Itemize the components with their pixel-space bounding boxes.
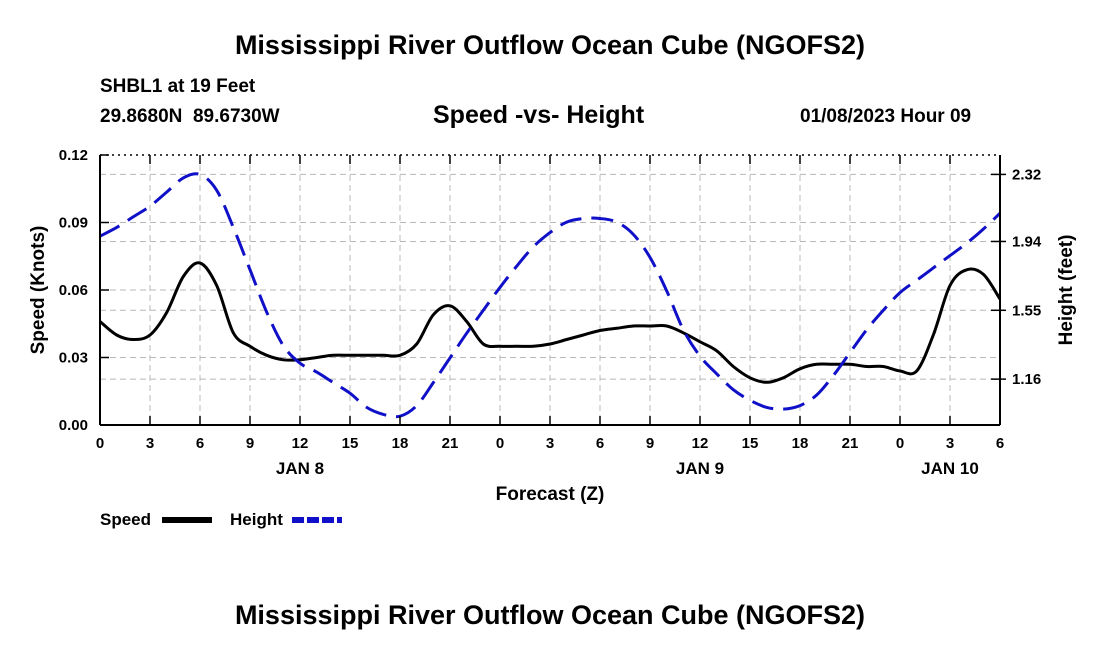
x-tick-label: 15 — [342, 435, 359, 452]
x-tick-label: 18 — [792, 435, 809, 452]
y-left-tick-label: 0.03 — [59, 350, 88, 367]
x-tick-label: 3 — [946, 435, 954, 452]
forecast-datetime: 01/08/2023 Hour 09 — [800, 106, 972, 127]
x-tick-label: 21 — [842, 435, 859, 452]
station-label: SHBL1 at 19 Feet — [100, 76, 256, 97]
x-tick-label: 18 — [392, 435, 409, 452]
x-tick-label: 9 — [646, 435, 654, 452]
x-tick-label: 6 — [996, 435, 1004, 452]
y-left-tick-label: 0.09 — [59, 215, 88, 232]
x-tick-label: 3 — [546, 435, 554, 452]
y-right-tick-label: 1.55 — [1012, 302, 1041, 319]
x-tick-label: 12 — [692, 435, 709, 452]
x-tick-label: 0 — [96, 435, 104, 452]
y-right-tick-label: 1.94 — [1012, 233, 1042, 250]
day-label: JAN 9 — [676, 459, 724, 478]
y-left-tick-label: 0.00 — [59, 417, 88, 434]
series-line-speed — [99, 261, 1002, 384]
y-left-tick-label: 0.06 — [59, 282, 88, 299]
y-right-tick-label: 1.16 — [1012, 371, 1041, 388]
x-tick-label: 12 — [292, 435, 309, 452]
chart-title-bottom: Mississippi River Outflow Ocean Cube (NG… — [234, 600, 866, 630]
x-tick-label: 15 — [742, 435, 759, 452]
legend-label-speed: Speed — [100, 510, 151, 529]
y-left-tick-label: 0.12 — [59, 147, 88, 164]
chart-subtitle: Speed -vs- Height — [433, 101, 645, 129]
y-axis-left-title: Speed (Knots) — [28, 226, 49, 355]
x-tick-label: 6 — [596, 435, 604, 452]
x-axis-title: Forecast (Z) — [496, 484, 605, 505]
day-label: JAN 8 — [276, 459, 324, 478]
legend-label-height: Height — [230, 510, 283, 529]
chart-title-top: Mississippi River Outflow Ocean Cube (NG… — [234, 30, 866, 60]
day-label: JAN 10 — [921, 459, 979, 478]
x-tick-label: 21 — [442, 435, 459, 452]
y-axis-right-title: Height (feet) — [1056, 235, 1077, 346]
station-coordinates: 29.8680N 89.6730W — [100, 106, 280, 127]
x-tick-label: 6 — [196, 435, 204, 452]
series-line-height — [99, 172, 1002, 419]
x-tick-label: 3 — [146, 435, 154, 452]
x-tick-label: 0 — [896, 435, 904, 452]
x-tick-label: 0 — [496, 435, 504, 452]
y-right-tick-label: 2.32 — [1012, 166, 1041, 183]
x-tick-label: 9 — [246, 435, 254, 452]
